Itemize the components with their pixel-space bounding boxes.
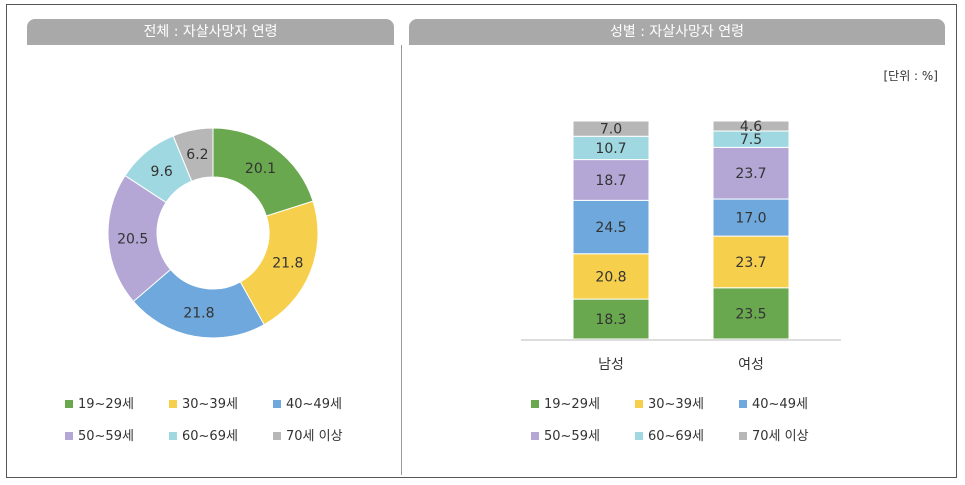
bar-segment	[572, 120, 650, 137]
donut-slice-label: 20.5	[117, 231, 148, 247]
legend-item: 70세 이상	[273, 425, 343, 444]
bar-segment-label: 18.3	[595, 312, 626, 328]
legend-label: 60~69세	[182, 429, 238, 444]
bar-segment	[712, 198, 790, 237]
panel-divider	[401, 45, 402, 475]
legend-item: 70세 이상	[739, 425, 809, 444]
legend-swatch	[273, 399, 281, 408]
bar-segment-label: 23.7	[735, 255, 766, 271]
legend-label: 19~29세	[78, 397, 134, 412]
x-tick-label: 여성	[738, 357, 764, 373]
legend-item: 30~39세	[169, 393, 238, 412]
donut-slice	[172, 127, 214, 182]
bar-segment	[712, 235, 790, 289]
bar-segment	[572, 199, 650, 255]
legend-label: 40~49세	[286, 397, 342, 412]
donut-slice-label: 20.1	[245, 161, 276, 177]
right-panel-title: 성별 : 자살사망자 연령	[409, 19, 945, 45]
legend-item: 50~59세	[531, 425, 600, 444]
legend-swatch	[635, 399, 643, 408]
legend-item: 19~29세	[65, 393, 134, 412]
bar-segment	[712, 120, 790, 132]
stacked-bar-chart: 18.3 20.8 24.5 18.7 10.7 7.0 남성 23.5 23.7 17.0 23.…	[521, 119, 841, 373]
legend-label: 60~69세	[648, 429, 704, 444]
legend-swatch	[65, 399, 73, 408]
bar-segment-label: 18.7	[595, 173, 626, 189]
donut-slice-label: 21.8	[183, 305, 214, 321]
legend-swatch	[739, 431, 747, 440]
bar-segment-label: 24.5	[595, 220, 626, 236]
legend-swatch	[273, 431, 281, 440]
legend-swatch	[169, 431, 177, 440]
legend-item: 50~59세	[65, 425, 134, 444]
legend-swatch	[739, 399, 747, 408]
figure-frame: 전체 : 자살사망자 연령 20.1 21.8 21.8 20.5 9.6 6.2 19~…	[6, 4, 957, 478]
right-panel: 성별 : 자살사망자 연령 [단위 : %] 18.3 20.8 24.5 18.7 1…	[403, 5, 956, 477]
legend-swatch	[635, 431, 643, 440]
legend-item: 30~39세	[635, 393, 704, 412]
bar-segment-label: 7.5	[740, 132, 762, 148]
legend-label: 30~39세	[648, 397, 704, 412]
bar-segment-label: 17.0	[735, 211, 766, 227]
legend-label: 19~29세	[544, 397, 600, 412]
legend-label: 70세 이상	[286, 429, 343, 444]
bar-segment	[712, 287, 790, 340]
legend-swatch	[169, 399, 177, 408]
legend-item: 19~29세	[531, 393, 600, 412]
bar-segment	[572, 253, 650, 300]
donut-slice-label: 6.2	[186, 147, 208, 163]
donut-chart: 20.1 21.8 21.8 20.5 9.6 6.2	[107, 127, 319, 339]
legend-item: 60~69세	[169, 425, 238, 444]
unit-label: [단위 : %]	[883, 69, 938, 83]
legend-swatch	[65, 431, 73, 440]
bar-segment	[572, 298, 650, 340]
left-panel: 전체 : 자살사망자 연령 20.1 21.8 21.8 20.5 9.6 6.2 19~…	[7, 5, 401, 477]
bar-segment	[712, 146, 790, 200]
legend-label: 50~59세	[544, 429, 600, 444]
legend-swatch	[531, 431, 539, 440]
x-tick-label: 남성	[598, 357, 624, 373]
legend-item: 40~49세	[273, 393, 342, 412]
legend-left: 19~29세 30~39세 40~49세 50~59세 60~69세 70세 이상	[65, 393, 395, 453]
legend-item: 60~69세	[635, 425, 704, 444]
legend-label: 40~49세	[752, 397, 808, 412]
bar-segment-label: 23.7	[735, 166, 766, 182]
legend-item: 40~49세	[739, 393, 808, 412]
left-panel-title: 전체 : 자살사망자 연령	[27, 19, 394, 45]
legend-label: 70세 이상	[752, 429, 809, 444]
bar-segment-label: 23.5	[735, 306, 766, 322]
bar-segment-label: 4.6	[740, 119, 762, 135]
bar-segment-label: 20.8	[595, 269, 626, 285]
legend-label: 50~59세	[78, 429, 134, 444]
donut-slice-label: 21.8	[272, 256, 303, 272]
bar-segment	[572, 159, 650, 201]
legend-label: 30~39세	[182, 397, 238, 412]
donut-slice-label: 9.6	[151, 164, 173, 180]
bar-segment-label: 7.0	[600, 122, 622, 138]
legend-right: 19~29세 30~39세 40~49세 50~59세 60~69세 70세 이상	[531, 393, 861, 453]
bar-segment-label: 10.7	[595, 141, 626, 157]
legend-swatch	[531, 399, 539, 408]
